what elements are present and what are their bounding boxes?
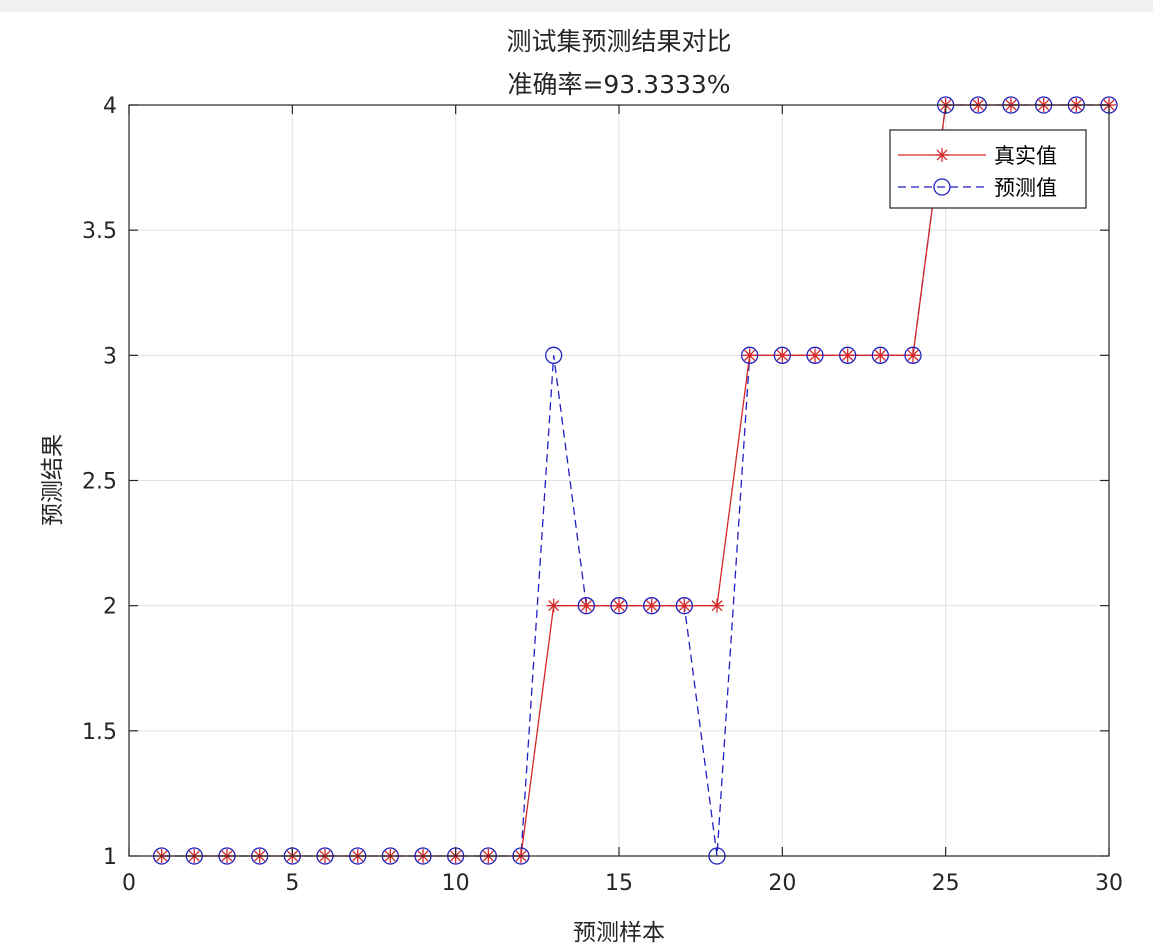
x-tick-label: 0	[122, 871, 136, 896]
point-pred	[577, 597, 595, 615]
y-tick-label: 1	[103, 845, 117, 870]
point-true	[710, 598, 724, 613]
x-tick-label: 25	[932, 871, 960, 896]
x-tick-label: 20	[768, 871, 796, 896]
point-pred	[610, 597, 628, 615]
legend-circle-icon	[933, 178, 951, 196]
y-tick-label: 1.5	[82, 720, 117, 745]
point-pred	[675, 597, 693, 615]
x-tick-label: 30	[1095, 871, 1123, 896]
point-true	[579, 598, 594, 613]
y-tick-label: 2	[103, 595, 117, 620]
point-pred	[643, 597, 661, 615]
chart-title: 测试集预测结果对比	[506, 27, 731, 56]
x-tick-label: 5	[285, 871, 299, 896]
point-true	[775, 348, 790, 363]
y-tick-label: 3	[103, 344, 117, 369]
ticks	[128, 104, 1110, 857]
point-true	[644, 598, 659, 613]
point-pred	[545, 346, 563, 364]
y-axis-label: 预测结果	[40, 434, 66, 526]
legend-marker-circle	[933, 178, 951, 196]
legend-asterisk-icon	[935, 148, 949, 162]
legend-label-pred: 预测值	[994, 176, 1057, 200]
point-true	[906, 348, 920, 363]
point-true	[546, 598, 561, 613]
point-true	[873, 348, 888, 363]
tick-labels: 0 5 10 15 20 25 30 1 1.5 2 2.5 3 3.5 4	[82, 94, 1123, 896]
point-pred	[839, 346, 857, 364]
legend-label-true: 真实值	[994, 144, 1057, 168]
point-true	[677, 598, 692, 613]
point-pred	[806, 346, 824, 364]
x-axis-label: 预测样本	[573, 920, 665, 946]
y-tick-label: 2.5	[82, 470, 117, 495]
x-tick-label: 15	[605, 871, 633, 896]
point-true	[808, 348, 822, 363]
legend-marker-asterisk	[935, 148, 949, 162]
legend-box	[889, 129, 1087, 209]
window-top-strip	[0, 0, 1153, 12]
point-pred	[773, 346, 791, 364]
point-true	[742, 348, 757, 363]
legend: 真实值 预测值	[889, 129, 1087, 209]
point-pred	[871, 346, 889, 364]
point-pred	[904, 346, 922, 364]
point-pred	[741, 346, 759, 364]
grid	[128, 104, 1110, 857]
point-true	[612, 598, 626, 613]
point-true	[840, 348, 855, 363]
x-tick-label: 10	[442, 871, 470, 896]
y-tick-label: 3.5	[82, 219, 117, 244]
chart-subtitle: 准确率=93.3333%	[507, 70, 730, 99]
y-tick-label: 4	[103, 94, 117, 119]
